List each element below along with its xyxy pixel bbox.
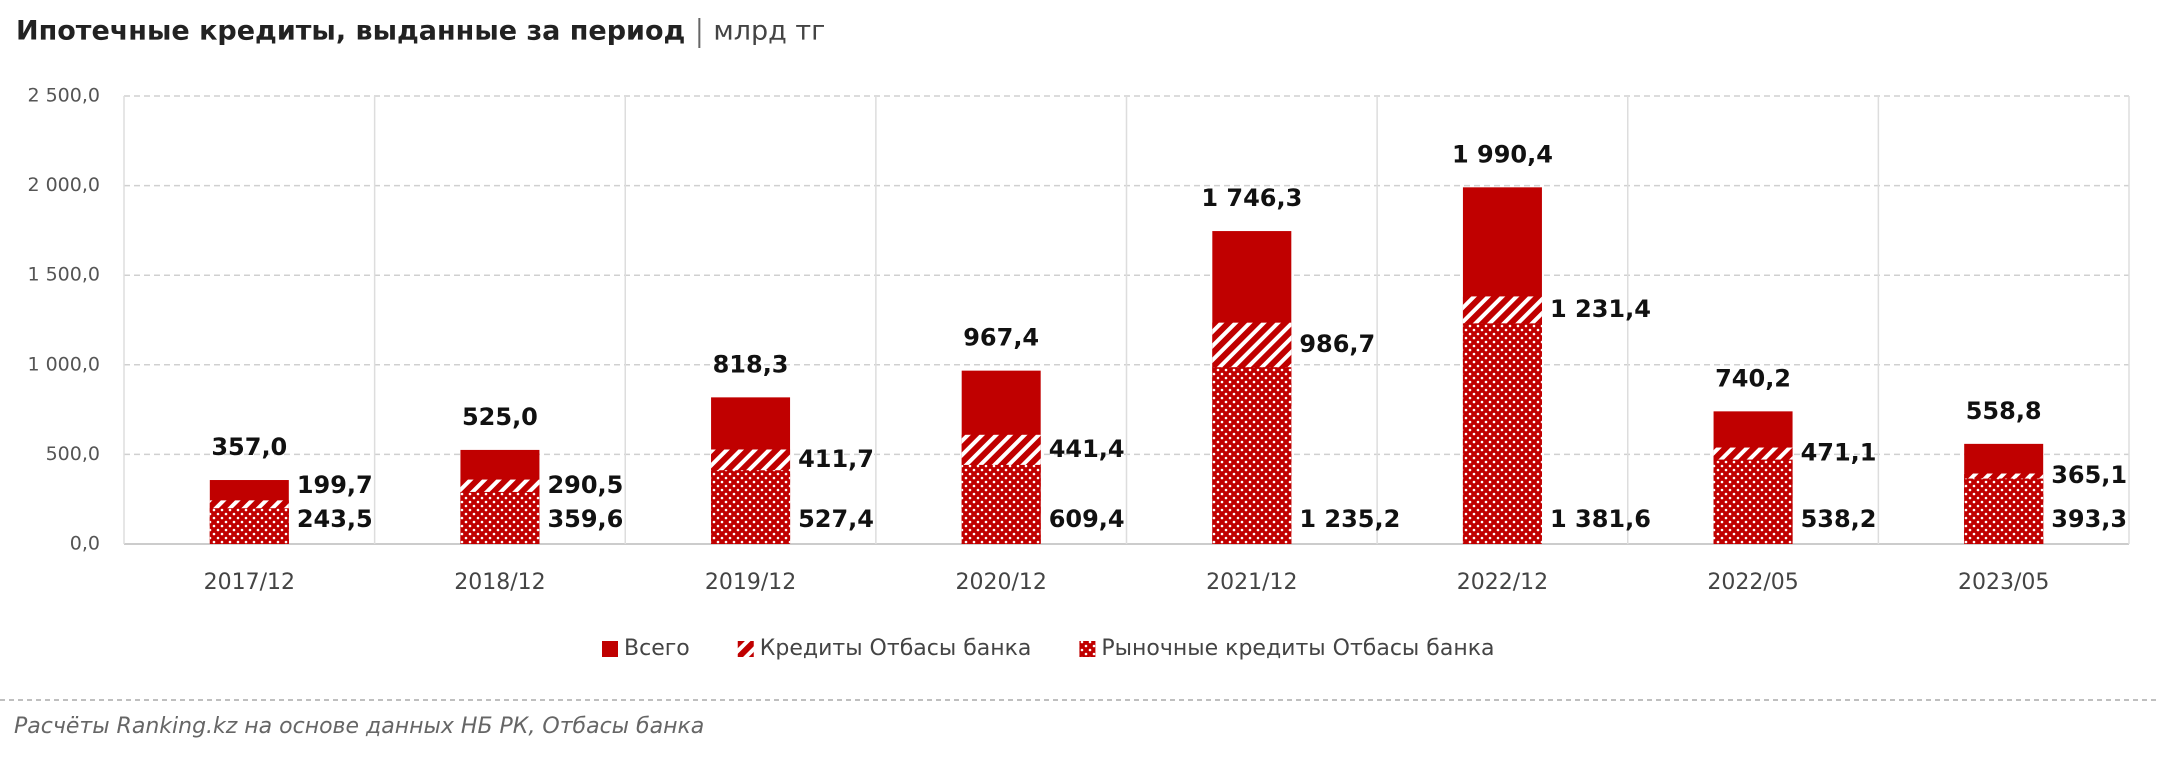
x-tick-label: 2022/12 bbox=[1457, 570, 1548, 595]
value-label: 1 746,3 bbox=[1201, 184, 1302, 212]
value-label: 967,4 bbox=[963, 324, 1039, 352]
value-label: 1 231,4 bbox=[1550, 295, 1651, 323]
value-label: 357,0 bbox=[211, 433, 287, 461]
value-label: 243,5 bbox=[297, 505, 373, 533]
x-tick-label: 2019/12 bbox=[705, 570, 796, 595]
value-label: 471,1 bbox=[1801, 439, 1877, 467]
bar bbox=[460, 491, 540, 544]
y-tick-label: 2 500,0 bbox=[27, 85, 100, 107]
bar bbox=[711, 470, 791, 544]
value-label: 1 990,4 bbox=[1452, 140, 1553, 168]
value-label: 1 381,6 bbox=[1550, 505, 1651, 533]
value-label: 1 235,2 bbox=[1299, 505, 1400, 533]
y-tick-label: 500,0 bbox=[46, 443, 100, 465]
bar bbox=[1462, 323, 1542, 544]
y-tick-label: 1 000,0 bbox=[27, 353, 100, 375]
bar bbox=[1713, 459, 1793, 544]
value-label: 525,0 bbox=[462, 403, 538, 431]
value-label: 527,4 bbox=[798, 505, 874, 533]
x-tick-label: 2018/12 bbox=[454, 570, 545, 595]
x-tick-label: 2021/12 bbox=[1206, 570, 1297, 595]
chart-subtitle: млрд тг bbox=[713, 16, 825, 47]
legend-swatch bbox=[602, 641, 618, 657]
value-label: 818,3 bbox=[713, 350, 789, 378]
chart-title: Ипотечные кредиты, выданные за период bbox=[16, 16, 685, 47]
value-label: 441,4 bbox=[1049, 435, 1125, 463]
x-tick-label: 2020/12 bbox=[955, 570, 1046, 595]
bar bbox=[209, 508, 289, 544]
value-label: 359,6 bbox=[547, 505, 623, 533]
legend-label: Всего bbox=[624, 636, 690, 661]
source-note: Расчёты Ranking.kz на основе данных НБ Р… bbox=[14, 714, 704, 739]
y-tick-label: 1 500,0 bbox=[27, 264, 100, 286]
value-label: 411,7 bbox=[798, 445, 874, 473]
y-tick-label: 2 000,0 bbox=[27, 174, 100, 196]
x-tick-label: 2023/05 bbox=[1958, 570, 2049, 595]
legend-swatch bbox=[737, 641, 754, 657]
bar bbox=[1212, 367, 1292, 544]
bar bbox=[961, 464, 1041, 544]
value-label: 393,3 bbox=[2051, 505, 2127, 533]
value-label: 558,8 bbox=[1966, 397, 2042, 425]
x-tick-label: 2022/05 bbox=[1707, 570, 1798, 595]
value-label: 199,7 bbox=[297, 471, 373, 499]
value-label: 740,2 bbox=[1715, 364, 1791, 392]
value-label: 290,5 bbox=[547, 471, 623, 499]
value-label: 538,2 bbox=[1801, 505, 1877, 533]
value-label: 609,4 bbox=[1049, 505, 1125, 533]
value-label: 986,7 bbox=[1299, 330, 1375, 358]
legend-label: Кредиты Отбасы банка bbox=[760, 636, 1032, 661]
y-tick-label: 0,0 bbox=[70, 533, 100, 555]
legend-swatch bbox=[1079, 641, 1096, 657]
x-tick-label: 2017/12 bbox=[204, 570, 295, 595]
bar bbox=[1964, 478, 2044, 544]
value-label: 365,1 bbox=[2051, 461, 2127, 489]
legend-label: Рыночные кредиты Отбасы банка bbox=[1101, 636, 1494, 661]
